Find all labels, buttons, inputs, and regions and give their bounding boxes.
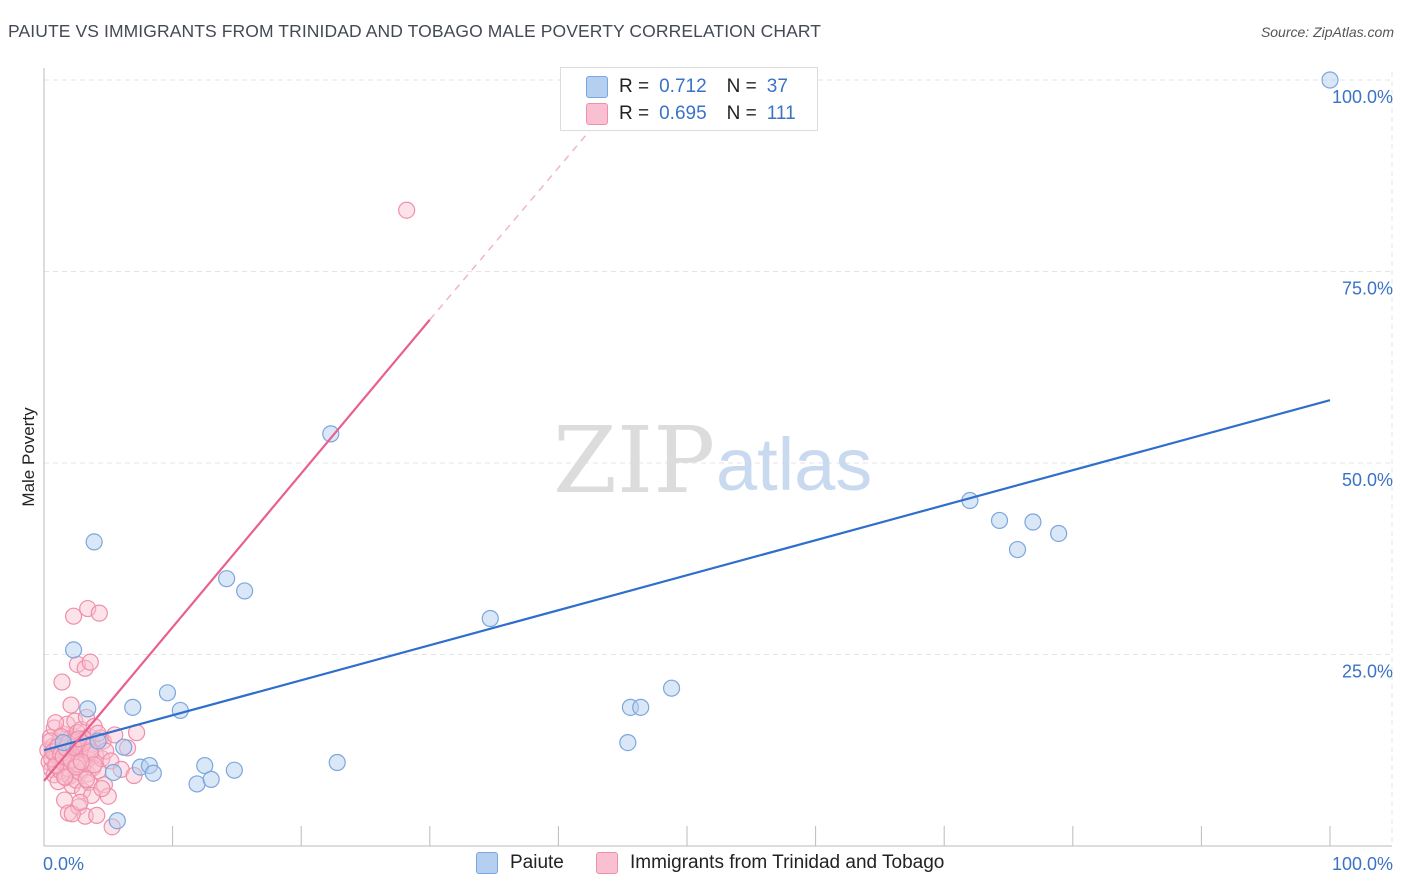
n-value: 111 (766, 103, 796, 124)
paiute-point (225, 761, 243, 779)
paiute-trend-line (43, 399, 1331, 752)
y-tick-label: 100.0% (1332, 87, 1393, 107)
n-value: 37 (766, 76, 788, 97)
trinidad-point (90, 604, 108, 622)
paiute-point (64, 641, 83, 659)
source-label: Source: ZipAtlas.com (1260, 24, 1394, 40)
paiute-swatch (476, 852, 498, 874)
paiute-point (104, 763, 123, 782)
trinidad-point (62, 696, 80, 714)
paiute-point (1321, 71, 1339, 89)
chart-title: PAIUTE VS IMMIGRANTS FROM TRINIDAD AND T… (8, 21, 822, 41)
y-tick-label: 75.0% (1342, 279, 1393, 299)
trinidad-point (81, 653, 99, 671)
paiute-point (108, 812, 126, 830)
paiute-point (632, 698, 650, 716)
legend-row-paiute: R = 0.712 N = 37 (586, 74, 788, 100)
legend-item-trinidad: Immigrants from Trinidad and Tobago (596, 852, 944, 874)
paiute-point (196, 756, 214, 775)
paiute-point (990, 511, 1009, 530)
r-value: 0.695 (659, 103, 707, 124)
correlation-legend: R = 0.712 N = 37 R = 0.695 N = 111 (560, 67, 818, 131)
legend-item-paiute: Paiute (476, 852, 564, 874)
paiute-point (662, 679, 681, 697)
trinidad-trend-extension (429, 121, 598, 321)
paiute-point (1024, 513, 1042, 531)
legend-row-trinidad: R = 0.695 N = 111 (586, 101, 796, 127)
paiute-point (218, 570, 236, 588)
r-label: R = (619, 103, 650, 124)
n-label: N = (726, 103, 757, 124)
paiute-point (322, 425, 340, 443)
grid (44, 72, 1393, 846)
r-value: 0.712 (659, 76, 707, 97)
axes (43, 68, 1392, 847)
trinidad-point (64, 607, 83, 625)
trinidad-swatch (596, 852, 618, 874)
trinidad-point (71, 793, 89, 811)
paiute-point (236, 582, 254, 600)
trend-lines (43, 121, 1331, 782)
trinidad-swatch (586, 103, 608, 125)
tick-labels: 100.0% 75.0% 50.0% 25.0% 0.0% 100.0% (43, 87, 1393, 874)
paiute-point (619, 733, 637, 752)
paiute-point (115, 738, 133, 756)
paiute-point (328, 753, 346, 772)
trinidad-point (85, 756, 103, 774)
paiute-point (158, 684, 177, 702)
y-axis-label: Male Poverty (19, 407, 38, 507)
paiute-point (85, 533, 103, 551)
paiute-point (124, 698, 142, 716)
trinidad-point (72, 753, 90, 771)
series-legend: Paiute Immigrants from Trinidad and Toba… (0, 850, 1406, 878)
trinidad-point (93, 779, 111, 798)
trinidad-point (88, 806, 106, 824)
trinidad-point (53, 673, 71, 691)
r-label: R = (619, 76, 650, 97)
legend-label-trinidad: Immigrants from Trinidad and Tobago (630, 852, 945, 873)
trinidad-point (77, 770, 96, 788)
paiute-point (1050, 524, 1068, 543)
y-tick-label: 25.0% (1342, 662, 1393, 682)
n-label: N = (726, 76, 757, 97)
paiute-point (79, 700, 97, 718)
y-tick-label: 50.0% (1342, 470, 1393, 490)
legend-label-paiute: Paiute (510, 852, 564, 873)
paiute-point (1008, 540, 1027, 559)
paiute-point (171, 701, 189, 720)
paiute-point (202, 770, 220, 788)
x-tick-label: 100.0% (1332, 854, 1393, 874)
paiute-point (481, 609, 499, 628)
watermark-atlas: atlas (716, 423, 872, 506)
paiute-point (144, 764, 162, 782)
trinidad-point (398, 201, 416, 219)
paiute-swatch (586, 76, 608, 98)
trinidad-point (55, 768, 74, 786)
paiute-point (188, 775, 206, 793)
x-tick-label: 0.0% (43, 854, 84, 874)
trinidad-trend-line (43, 319, 431, 782)
watermark: ZIP atlas (553, 407, 872, 514)
watermark-zip: ZIP (553, 407, 715, 514)
